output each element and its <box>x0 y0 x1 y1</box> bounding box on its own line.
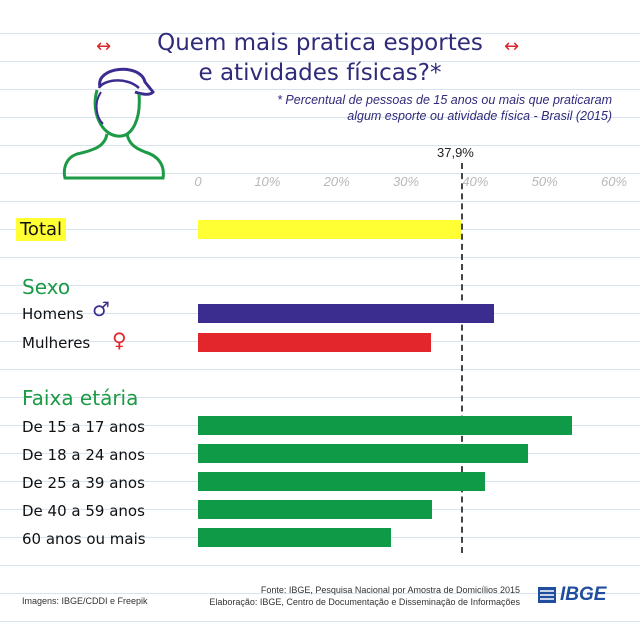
bar-4 <box>198 444 529 463</box>
ibge-logo-text: IBGE <box>560 584 607 605</box>
chart-title: Quem mais pratica esportes e atividades … <box>150 28 490 88</box>
x-tick-label: 20% <box>323 174 350 189</box>
bar-7 <box>198 528 391 547</box>
x-tick-label: 0 <box>194 174 202 189</box>
title-line-2: e atividades físicas?* <box>198 60 442 86</box>
bar-5 <box>198 472 486 491</box>
x-tick-label: 60% <box>600 174 628 189</box>
category-label-homens: Homens <box>22 305 84 323</box>
reference-value-label: 37,9% <box>437 145 474 160</box>
category-label-15-17: De 15 a 17 anos <box>22 418 145 436</box>
bar-3 <box>198 416 573 435</box>
female-symbol-icon: ♀ <box>112 328 127 352</box>
section-label-age: Faixa etária <box>22 386 139 410</box>
bar-6 <box>198 500 432 519</box>
x-tick-label: 30% <box>392 174 420 189</box>
double-arrow-icon: ↔ <box>96 36 112 57</box>
male-symbol-icon: ♂ <box>92 297 110 321</box>
subtitle-line-2: algum esporte ou atividade física - Bras… <box>347 109 612 123</box>
elaboration-text: Elaboração: IBGE, Centro de Documentação… <box>209 597 520 607</box>
footer-source: Fonte: IBGE, Pesquisa Nacional por Amost… <box>209 584 520 608</box>
ibge-logo-icon <box>538 587 556 603</box>
subtitle-line-1: * Percentual de pessoas de 15 anos ou ma… <box>277 93 612 107</box>
chart-subtitle: * Percentual de pessoas de 15 anos ou ma… <box>212 92 612 124</box>
x-tick-label: 10% <box>254 174 281 189</box>
category-label-18-24: De 18 a 24 anos <box>22 446 145 464</box>
category-label-40-59: De 40 a 59 anos <box>22 502 145 520</box>
x-tick-label: 50% <box>531 174 558 189</box>
category-label-total: Total <box>16 218 67 241</box>
reference-line <box>460 163 463 553</box>
category-label-mulheres: Mulheres <box>22 334 91 352</box>
bar-0 <box>198 220 461 239</box>
category-label-60-plus: 60 anos ou mais <box>22 530 146 548</box>
section-label-sex: Sexo <box>22 275 71 299</box>
bar-1 <box>198 304 495 323</box>
images-credit: Imagens: IBGE/CDDI e Freepik <box>22 596 148 606</box>
bar-2 <box>198 333 431 352</box>
person-cap-icon <box>62 67 165 180</box>
double-arrow-icon: ↔ <box>504 36 520 57</box>
category-label-25-39: De 25 a 39 anos <box>22 474 145 492</box>
source-text: Fonte: IBGE, Pesquisa Nacional por Amost… <box>260 585 520 595</box>
x-axis-ticks: 0 10% 20% 30% 40% 50% 60% <box>0 174 640 192</box>
x-tick-label: 40% <box>462 174 489 189</box>
title-line-1: Quem mais pratica esportes <box>157 30 483 56</box>
